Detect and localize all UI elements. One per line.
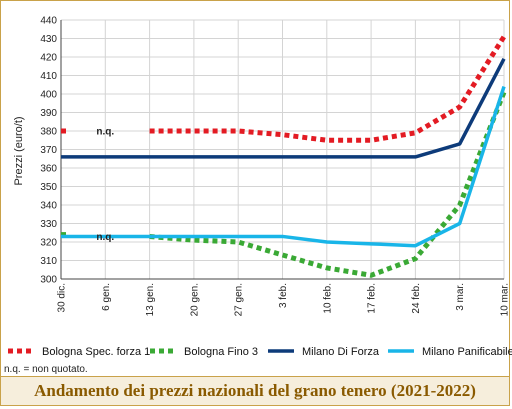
y-tick-label: 440	[40, 16, 57, 27]
legend-entry: Milano Panificabile	[388, 346, 512, 358]
x-tick-label: 6 gen.	[101, 283, 112, 311]
legend-entry: Bologna Spec. forza 1	[8, 346, 150, 358]
y-tick-label: 380	[40, 127, 57, 138]
y-tick-label: 410	[40, 71, 57, 82]
y-tick-label: 430	[40, 34, 57, 45]
y-axis-title: Prezzi (euro/t)	[13, 116, 25, 185]
y-tick-label: 420	[40, 53, 57, 64]
x-tick-label: 13 gen.	[145, 283, 156, 316]
series-milano-panificabile	[61, 86, 506, 248]
x-tick-label: 3 mar.	[455, 283, 466, 311]
y-tick-label: 330	[40, 219, 57, 230]
chart-title: Andamento dei prezzi nazionali del grano…	[34, 381, 476, 400]
y-tick-label: 370	[40, 145, 57, 156]
legend-label: Bologna Fino 3	[184, 346, 258, 358]
series-line	[149, 91, 507, 278]
y-tick-label: 310	[40, 256, 57, 267]
series-line	[149, 35, 507, 143]
y-tick-label: 360	[40, 164, 57, 175]
chart-title-bar: Andamento dei prezzi nazionali del grano…	[0, 376, 510, 406]
legend-label: Milano Panificabile	[422, 346, 512, 358]
series-bologna-spec-forza-1	[61, 35, 507, 143]
x-tick-label: 27 gen.	[234, 283, 245, 316]
series-milano-di-forza	[61, 58, 506, 159]
legend-entry: Bologna Fino 3	[150, 346, 258, 358]
y-tick-label: 320	[40, 238, 57, 249]
legend-label: Milano Di Forza	[302, 346, 380, 358]
legend-label: Bologna Spec. forza 1	[42, 346, 150, 358]
x-tick-label: 10 feb.	[322, 283, 333, 314]
y-tick-label: 340	[40, 201, 57, 212]
x-tick-label: 3 feb.	[278, 283, 289, 308]
x-tick-label: 30 dic.	[57, 283, 68, 312]
nq-annotation: n.q.	[96, 127, 114, 138]
x-tick-label: 20 gen.	[189, 283, 200, 316]
y-tick-label: 400	[40, 90, 57, 101]
y-tick-label: 350	[40, 182, 57, 193]
series-line	[61, 58, 506, 159]
series-bologna-fino-3	[61, 91, 507, 278]
series-line	[61, 86, 506, 248]
x-tick-label: 10 mar.	[500, 283, 511, 316]
note-text: n.q. = non quotato.	[4, 364, 88, 375]
x-tick-label: 17 feb.	[367, 283, 378, 314]
y-tick-label: 390	[40, 108, 57, 119]
nq-annotation: n.q.	[96, 232, 114, 243]
legend-entry: Milano Di Forza	[268, 346, 380, 358]
x-tick-label: 24 feb.	[411, 283, 422, 314]
y-tick-label: 300	[40, 275, 57, 286]
